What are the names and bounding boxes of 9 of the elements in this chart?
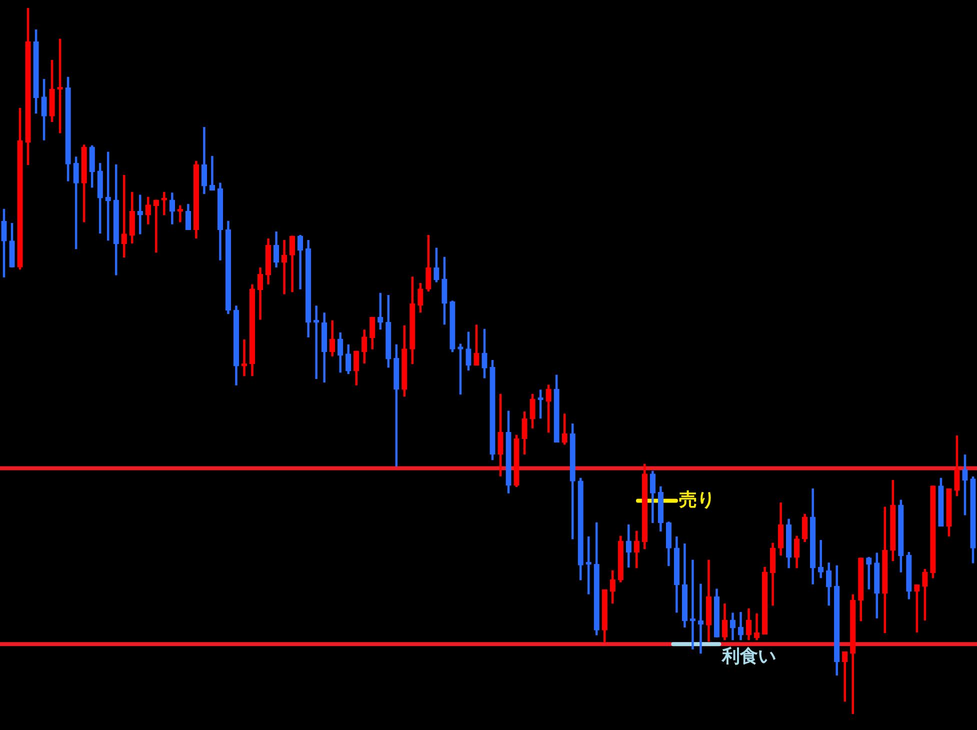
candlestick [241,339,248,376]
candlestick [281,240,288,294]
annotation: 利食い [721,646,776,667]
annotation: 売り [678,489,715,510]
candlestick [121,174,127,258]
candlestick [153,200,159,253]
candlestick [161,192,167,216]
candlestick [818,540,824,578]
candlestick [209,156,216,190]
